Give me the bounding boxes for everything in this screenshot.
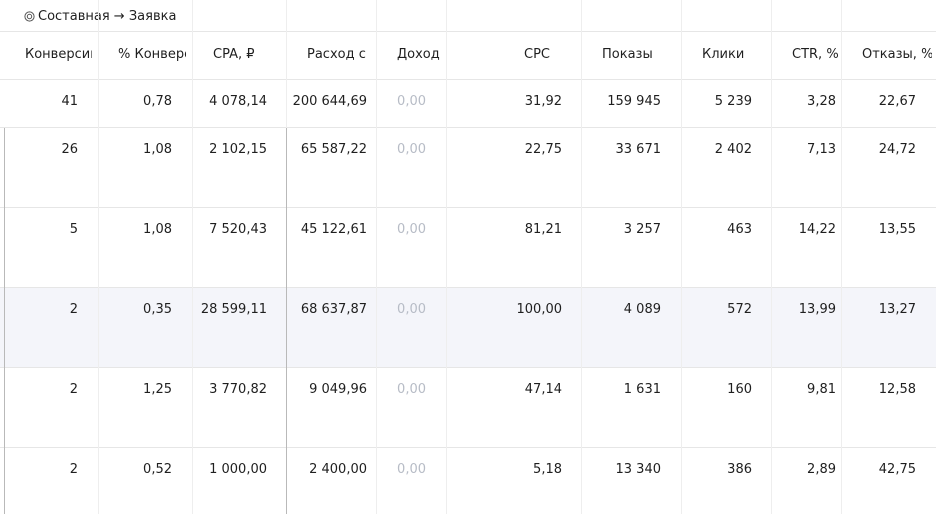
cell-spend: 200 644,69 bbox=[292, 94, 367, 109]
cell-conversions: 2 bbox=[69, 302, 78, 317]
fixed-column-separator bbox=[286, 128, 287, 514]
cell-income: 0,00 bbox=[397, 382, 426, 397]
cell-ctr: 9,81 bbox=[807, 382, 836, 397]
cell-income: 0,00 bbox=[397, 94, 426, 109]
column-header-impressions[interactable]: Показы bbox=[602, 47, 653, 62]
cell-clicks: 5 239 bbox=[714, 94, 752, 109]
table-row[interactable]: 5 1,08 7 520,43 45 122,61 0,00 81,21 3 257 463 1… bbox=[0, 208, 936, 288]
cell-conv-rate: 0,52 bbox=[143, 462, 172, 477]
cell-spend: 65 587,22 bbox=[300, 142, 367, 157]
column-divider bbox=[192, 0, 193, 514]
column-divider bbox=[681, 0, 682, 514]
column-divider bbox=[581, 0, 582, 514]
cell-conv-rate: 0,78 bbox=[143, 94, 172, 109]
column-header-ctr[interactable]: CTR, % bbox=[792, 47, 839, 62]
cell-ctr: 14,22 bbox=[798, 222, 836, 237]
cell-bounces: 24,72 bbox=[878, 142, 916, 157]
table-row[interactable]: 2 0,35 28 599,11 68 637,87 0,00 100,00 4 089 57… bbox=[0, 288, 936, 368]
cell-clicks: 572 bbox=[727, 302, 752, 317]
target-icon bbox=[24, 11, 35, 22]
cell-cpa: 7 520,43 bbox=[209, 222, 267, 237]
cell-cpc: 5,18 bbox=[533, 462, 562, 477]
cell-impressions: 159 945 bbox=[607, 94, 661, 109]
fixed-column-separator bbox=[4, 128, 5, 514]
cell-conversions: 5 bbox=[69, 222, 78, 237]
cell-bounces: 42,75 bbox=[878, 462, 916, 477]
table-row[interactable]: 41 0,78 4 078,14 200 644,69 0,00 31,92 159 945… bbox=[0, 80, 936, 128]
cell-cpa: 1 000,00 bbox=[209, 462, 267, 477]
cell-income: 0,00 bbox=[397, 302, 426, 317]
cell-ctr: 3,28 bbox=[807, 94, 836, 109]
cell-impressions: 3 257 bbox=[623, 222, 661, 237]
cell-conv-rate: 1,25 bbox=[143, 382, 172, 397]
goal-label-text: Составная → Заявка bbox=[38, 9, 177, 24]
cell-ctr: 7,13 bbox=[807, 142, 836, 157]
cell-conv-rate: 1,08 bbox=[143, 222, 172, 237]
column-header-income[interactable]: Доход bbox=[397, 47, 440, 62]
cell-bounces: 13,27 bbox=[878, 302, 916, 317]
cell-cpc: 22,75 bbox=[524, 142, 562, 157]
column-header-cpc[interactable]: CPC bbox=[524, 47, 550, 62]
cell-cpa: 2 102,15 bbox=[209, 142, 267, 157]
column-divider bbox=[771, 0, 772, 514]
column-divider bbox=[841, 0, 842, 514]
cell-conversions: 2 bbox=[69, 382, 78, 397]
cell-conversions: 2 bbox=[69, 462, 78, 477]
cell-income: 0,00 bbox=[397, 222, 426, 237]
cell-bounces: 22,67 bbox=[878, 94, 916, 109]
column-divider bbox=[376, 0, 377, 514]
column-divider bbox=[98, 0, 99, 514]
table-header-row: Конверсии % Конверсий CPA, ₽ Расход с НДС До… bbox=[0, 32, 936, 80]
cell-cpc: 81,21 bbox=[524, 222, 562, 237]
cell-impressions: 13 340 bbox=[615, 462, 662, 477]
cell-ctr: 13,99 bbox=[798, 302, 836, 317]
cell-clicks: 463 bbox=[727, 222, 752, 237]
cell-cpa: 28 599,11 bbox=[200, 302, 267, 317]
cell-clicks: 2 402 bbox=[714, 142, 752, 157]
column-header-cpa[interactable]: CPA, ₽ bbox=[213, 47, 255, 62]
column-header-conv-rate[interactable]: % Конверсий bbox=[118, 47, 186, 62]
cell-spend: 2 400,00 bbox=[309, 462, 367, 477]
cell-cpc: 31,92 bbox=[524, 94, 562, 109]
goal-header-row: Составная → Заявка bbox=[0, 0, 936, 32]
goal-label[interactable]: Составная → Заявка bbox=[24, 8, 176, 25]
cell-spend: 45 122,61 bbox=[300, 222, 367, 237]
column-header-conversions[interactable]: Конверсии bbox=[25, 47, 92, 62]
cell-income: 0,00 bbox=[397, 462, 426, 477]
column-header-clicks[interactable]: Клики bbox=[702, 47, 745, 62]
cell-conversions: 26 bbox=[61, 142, 78, 157]
cell-conv-rate: 0,35 bbox=[143, 302, 172, 317]
cell-clicks: 160 bbox=[727, 382, 752, 397]
cell-income: 0,00 bbox=[397, 142, 426, 157]
cell-conv-rate: 1,08 bbox=[143, 142, 172, 157]
cell-bounces: 12,58 bbox=[878, 382, 916, 397]
column-header-bounces[interactable]: Отказы, % bbox=[862, 47, 932, 62]
cell-cpc: 47,14 bbox=[524, 382, 562, 397]
column-divider bbox=[446, 0, 447, 514]
cell-impressions: 1 631 bbox=[623, 382, 661, 397]
cell-cpc: 100,00 bbox=[516, 302, 563, 317]
cell-conversions: 41 bbox=[61, 94, 78, 109]
table-row[interactable]: 2 0,52 1 000,00 2 400,00 0,00 5,18 13 340 386 2,… bbox=[0, 448, 936, 514]
cell-spend: 9 049,96 bbox=[309, 382, 367, 397]
cell-cpa: 3 770,82 bbox=[209, 382, 267, 397]
cell-bounces: 13,55 bbox=[878, 222, 916, 237]
cell-impressions: 33 671 bbox=[615, 142, 662, 157]
table-row[interactable]: 26 1,08 2 102,15 65 587,22 0,00 22,75 33 671 2 … bbox=[0, 128, 936, 208]
cell-spend: 68 637,87 bbox=[300, 302, 367, 317]
table-row[interactable]: 2 1,25 3 770,82 9 049,96 0,00 47,14 1 631 160 9,… bbox=[0, 368, 936, 448]
column-header-spend[interactable]: Расход с НДС bbox=[307, 47, 371, 62]
cell-clicks: 386 bbox=[727, 462, 752, 477]
cell-impressions: 4 089 bbox=[623, 302, 661, 317]
cell-ctr: 2,89 bbox=[807, 462, 836, 477]
cell-cpa: 4 078,14 bbox=[209, 94, 267, 109]
